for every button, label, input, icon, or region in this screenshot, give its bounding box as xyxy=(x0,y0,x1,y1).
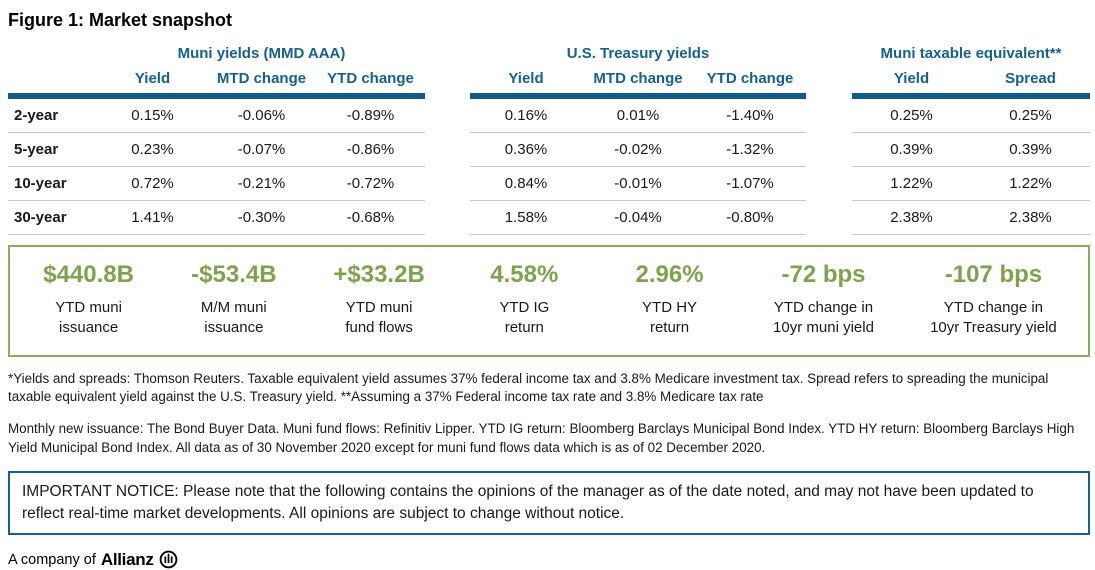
stat-mm-muni-issuance: -$53.4B M/M muni issuance xyxy=(161,261,306,339)
row-label-30-year: 30-year xyxy=(14,209,67,226)
stat-ytd-ig-return: 4.58% YTD IG return xyxy=(452,261,597,339)
stat-ytd-muni-issuance: $440.8B YTD muni issuance xyxy=(16,261,161,339)
cell-value: 0.36% xyxy=(504,141,548,158)
stat-label: YTD muni fund flows xyxy=(345,299,413,337)
cell-value: -0.72% xyxy=(346,175,395,192)
column-header-mtd-change: MTD change xyxy=(593,70,683,87)
market-tables: Muni yields (MMD AAA) Yield MTD change Y… xyxy=(8,41,1090,235)
column-header-ytd-change: YTD change xyxy=(327,70,414,87)
stat-ytd-change-muni-yield: -72 bps YTD change in 10yr muni yield xyxy=(742,261,905,339)
table-row: 0.84% -0.01% -1.07% xyxy=(470,167,806,201)
cell-value: -0.01% xyxy=(614,175,662,192)
stat-label: YTD IG return xyxy=(499,299,550,337)
cell-value: -1.40% xyxy=(726,107,774,124)
stat-value: -$53.4B xyxy=(191,261,277,288)
row-label-10-year: 10-year xyxy=(14,175,67,192)
table-row: 2.38% 2.38% xyxy=(852,201,1090,235)
muni-yields-group-title: Muni yields (MMD AAA) xyxy=(177,45,346,62)
cell-value: -0.21% xyxy=(237,175,286,192)
stat-label: YTD muni issuance xyxy=(55,299,122,337)
important-notice-box: IMPORTANT NOTICE: Please note that the f… xyxy=(8,470,1090,535)
treasury-yields-table: U.S. Treasury yields Yield MTD change YT… xyxy=(470,41,806,235)
muni-taxable-equivalent-table: Muni taxable equivalent** Yield Spread 0… xyxy=(852,41,1090,235)
cell-value: -0.89% xyxy=(346,107,395,124)
column-header-ytd-change: YTD change xyxy=(706,70,794,87)
page-title: Figure 1: Market snapshot xyxy=(8,10,233,30)
column-header-yield: Yield xyxy=(508,70,544,87)
table-row: 0.39% 0.39% xyxy=(852,133,1090,167)
stat-value: -72 bps xyxy=(781,261,866,288)
key-stats-box: $440.8B YTD muni issuance -$53.4B M/M mu… xyxy=(8,245,1090,357)
muni-yields-column-headers: Yield MTD change YTD change xyxy=(8,67,425,99)
cell-value: 0.23% xyxy=(131,141,174,158)
cell-value: -0.07% xyxy=(237,141,286,158)
stat-label: M/M muni issuance xyxy=(200,299,267,337)
cell-value: -1.07% xyxy=(726,175,774,192)
stat-value: 4.58% xyxy=(490,261,559,288)
stat-ytd-hy-return: 2.96% YTD HY return xyxy=(597,261,742,339)
cell-value: -0.86% xyxy=(346,141,395,158)
cell-value: 2.38% xyxy=(890,209,933,226)
stat-ytd-muni-fund-flows: +$33.2B YTD muni fund flows xyxy=(306,261,451,339)
cell-value: -0.80% xyxy=(726,209,774,226)
table-row: 1.22% 1.22% xyxy=(852,167,1090,201)
cell-value: 0.15% xyxy=(131,107,174,124)
treasury-yields-group-title: U.S. Treasury yields xyxy=(566,45,710,62)
stat-label: YTD change in 10yr Treasury yield xyxy=(930,299,1057,337)
table-row: 0.36% -0.02% -1.32% xyxy=(470,133,806,167)
muni-taxable-column-headers: Yield Spread xyxy=(852,67,1090,99)
stat-value: 2.96% xyxy=(635,261,704,288)
cell-value: 0.39% xyxy=(890,141,933,158)
table-row: 1.58% -0.04% -0.80% xyxy=(470,201,806,235)
treasury-yields-column-headers: Yield MTD change YTD change xyxy=(470,67,806,99)
footnote-sources-2: Monthly new issuance: The Bond Buyer Dat… xyxy=(8,421,1075,455)
cell-value: -1.32% xyxy=(726,141,774,158)
important-notice-text: IMPORTANT NOTICE: Please note that the f… xyxy=(22,482,1034,522)
muni-yields-table: Muni yields (MMD AAA) Yield MTD change Y… xyxy=(8,41,425,235)
cell-value: 0.72% xyxy=(131,175,174,192)
column-header-yield: Yield xyxy=(893,70,930,87)
column-header-yield: Yield xyxy=(134,70,171,87)
row-label-2-year: 2-year xyxy=(14,107,59,124)
cell-value: -0.30% xyxy=(237,209,286,226)
table-row: 2-year 0.15% -0.06% -0.89% xyxy=(8,99,425,133)
table-row: 30-year 1.41% -0.30% -0.68% xyxy=(8,201,425,235)
stat-value: $440.8B xyxy=(43,261,134,288)
row-label-5-year: 5-year xyxy=(14,141,59,158)
table-row: 0.16% 0.01% -1.40% xyxy=(470,99,806,133)
cell-value: -0.02% xyxy=(614,141,662,158)
table-row: 10-year 0.72% -0.21% -0.72% xyxy=(8,167,425,201)
cell-value: 1.22% xyxy=(890,175,933,192)
stat-ytd-change-treasury-yield: -107 bps YTD change in 10yr Treasury yie… xyxy=(905,261,1082,339)
cell-value: 0.25% xyxy=(890,107,933,124)
cell-value: 1.22% xyxy=(1009,175,1052,192)
stat-label: YTD change in 10yr muni yield xyxy=(773,299,874,337)
stat-label: YTD HY return xyxy=(642,299,698,337)
empty-header-cell xyxy=(8,67,98,93)
stat-value: +$33.2B xyxy=(333,261,425,288)
cell-value: 1.41% xyxy=(131,209,174,226)
cell-value: -0.04% xyxy=(614,209,662,226)
cell-value: 0.39% xyxy=(1009,141,1052,158)
cell-value: -0.68% xyxy=(346,209,395,226)
table-row: 5-year 0.23% -0.07% -0.86% xyxy=(8,133,425,167)
muni-taxable-group-title: Muni taxable equivalent** xyxy=(880,45,1062,62)
cell-value: 1.58% xyxy=(504,209,548,226)
cell-value: 0.25% xyxy=(1009,107,1052,124)
cell-value: 0.01% xyxy=(616,107,660,124)
cell-value: 0.84% xyxy=(504,175,548,192)
cell-value: 2.38% xyxy=(1009,209,1052,226)
column-header-mtd-change: MTD change xyxy=(216,70,307,87)
stat-value: -107 bps xyxy=(944,261,1043,288)
cell-value: 0.16% xyxy=(504,107,548,124)
cell-value: -0.06% xyxy=(237,107,286,124)
column-header-spread: Spread xyxy=(1005,70,1056,87)
table-row: 0.25% 0.25% xyxy=(852,99,1090,133)
footnote-sources-1: *Yields and spreads: Thomson Reuters. Ta… xyxy=(8,370,1049,405)
